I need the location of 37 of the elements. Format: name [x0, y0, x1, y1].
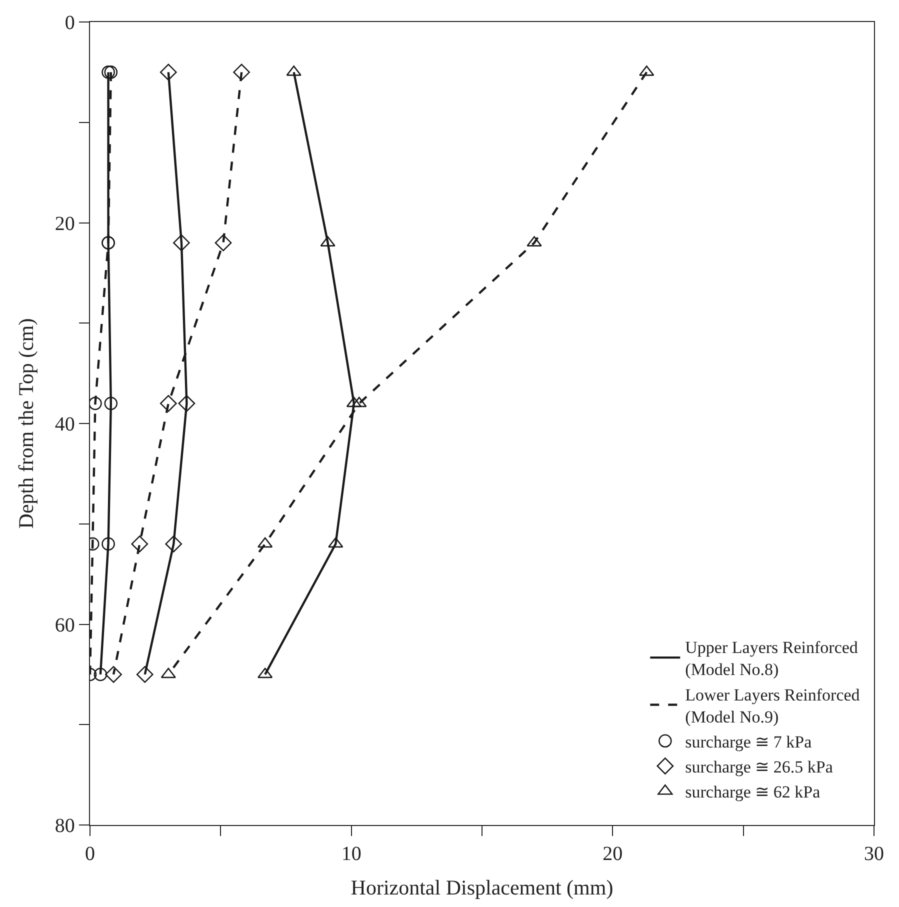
x-axis-title: Horizontal Displacement (mm): [350, 875, 614, 900]
point: [328, 537, 344, 548]
point: [173, 234, 190, 252]
point: [94, 668, 108, 682]
point: [104, 66, 118, 79]
legend-label: Lower Layers Reinforced (Model No.9): [685, 685, 860, 726]
point: [102, 537, 115, 551]
point: [105, 666, 122, 683]
point: [165, 536, 182, 552]
point: [102, 66, 115, 79]
point: [233, 64, 250, 81]
point: [214, 234, 232, 252]
y-tick-label: 40: [54, 414, 75, 436]
point: [178, 394, 196, 412]
x-tick-label: 10: [341, 843, 362, 866]
point: [90, 396, 102, 410]
point: [258, 668, 273, 678]
x-tick-label: 0: [85, 843, 95, 866]
y-tick-label: 80: [54, 815, 75, 837]
point: [160, 64, 177, 81]
point: [131, 536, 148, 552]
point: [258, 537, 273, 548]
legend-label: surcharge ≅ 7 kPa: [685, 732, 812, 752]
point: [136, 666, 154, 683]
legend-label: Upper Layers Reinforced (Model No.8): [685, 638, 858, 680]
y-tick-label: 20: [54, 212, 75, 235]
y-tick-label: 60: [54, 614, 75, 636]
x-tick-label: 20: [602, 843, 623, 866]
point: [104, 396, 118, 410]
y-axis-title: Depth from the Top (cm): [14, 318, 38, 529]
point: [352, 396, 367, 408]
point: [160, 668, 176, 678]
y-tick-label: 0: [64, 12, 75, 34]
legend-label: surcharge ≅ 26.5 kPa: [685, 758, 834, 777]
point: [160, 394, 177, 412]
legend-label: surcharge ≅ 62 kPa: [685, 782, 821, 802]
x-tick-label: 30: [864, 843, 884, 866]
